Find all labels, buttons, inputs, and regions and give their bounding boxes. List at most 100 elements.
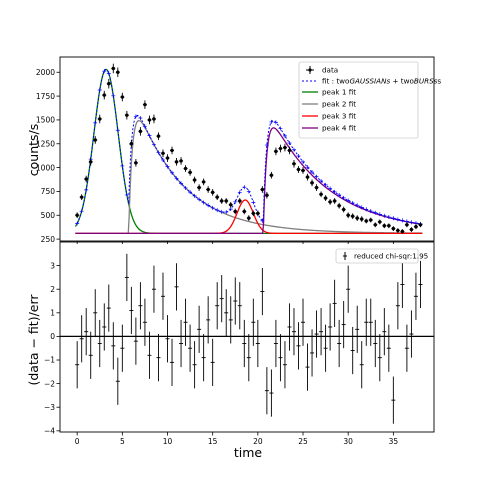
data-point [418,223,423,227]
data-point [116,70,120,74]
fit-point [124,192,129,197]
legend-peak2-label: peak 2 fit [322,100,356,109]
fit-point [260,218,265,223]
fit-point [337,192,342,197]
data-point [400,229,405,234]
top-y-tick-label: 1500 [36,116,55,125]
fit-point [174,176,179,181]
data-point [247,216,251,220]
data-point [125,113,129,117]
data-point [346,213,350,217]
data-point [233,209,237,214]
residual-y-tick-label: −4 [44,427,55,436]
fit-point [332,189,337,194]
fit-point [373,210,378,215]
legend-peak4-label: peak 4 fit [322,124,356,133]
fit-point [291,147,296,152]
data-point [296,167,301,172]
residual-y-tick-label: 3 [50,261,55,270]
data-point [278,146,283,151]
fit-point [391,216,396,221]
fit-point [395,217,400,222]
fit-point [246,189,251,194]
data-point [84,177,88,181]
fit-point [165,164,170,169]
legend-peak3-label: peak 3 fit [322,112,356,121]
top-y-tick-label: 1250 [36,139,55,148]
fit-point [183,185,188,190]
data-point [156,134,161,138]
data-point [183,166,188,171]
residual-y-tick-label: 0 [50,332,55,341]
fit-point [75,221,80,226]
data-point [179,159,183,163]
fit-point [282,133,287,138]
data-point [197,185,201,190]
data-point [391,226,396,231]
data-point [355,216,359,220]
fit-point [273,120,278,125]
residual-y-tick-label: −3 [44,403,55,412]
data-point [89,160,93,164]
data-point [206,187,210,192]
data-point [161,151,165,155]
fit-point [93,120,98,125]
fit-point [350,200,355,205]
legend-data-label: data [322,66,338,75]
data-point [305,175,310,179]
fit-point [237,190,242,195]
residual-y-tick-label: −1 [44,356,55,365]
fit-point [102,69,107,74]
fit-point [188,190,193,195]
fit-point [355,203,360,208]
data-point [215,195,219,199]
fit-point [138,116,143,121]
data-point [292,162,296,166]
data-point [256,211,260,216]
top-panel: 250 500 750 1000 1250 1500 1750 2000 [36,56,435,244]
data-point [201,180,206,184]
data-point [165,156,170,160]
data-point [79,195,84,199]
fit-point [133,114,138,119]
peak2-fit-line [75,119,423,235]
fit-point [160,157,165,162]
data-point [378,220,382,224]
data-point [287,148,292,153]
data-point [382,224,387,228]
fit-point [201,200,206,205]
top-y-tick-label: 750 [41,187,56,196]
x-tick-label: 5 [120,437,125,446]
x-tick-label: 20 [253,437,263,446]
data-point [328,200,332,204]
residual-y-tick-label: 2 [50,285,55,294]
fit-point [264,143,269,148]
top-legend-box [298,61,419,139]
data-point [143,102,147,107]
fit-point [359,205,364,210]
fit-point [197,197,202,202]
fit-point [400,218,405,223]
data-point [350,214,355,218]
fit-point [409,220,414,225]
fit-point [328,186,333,191]
fit-point [151,142,156,147]
x-tick-label: 25 [298,437,308,446]
top-y-axis-label: counts/s [26,124,41,177]
fit-point [346,198,351,203]
top-y-tick-label: 1750 [36,92,55,101]
data-point [310,181,314,185]
data-point [337,204,341,208]
fit-point [233,199,238,204]
data-point [224,199,228,203]
data-point [229,203,233,207]
data-point [414,224,418,229]
fit-point [79,209,84,214]
data-point [210,190,215,195]
fit-point [156,150,161,155]
fit-point [192,193,197,198]
data-point [274,149,278,154]
data-point [387,224,391,228]
